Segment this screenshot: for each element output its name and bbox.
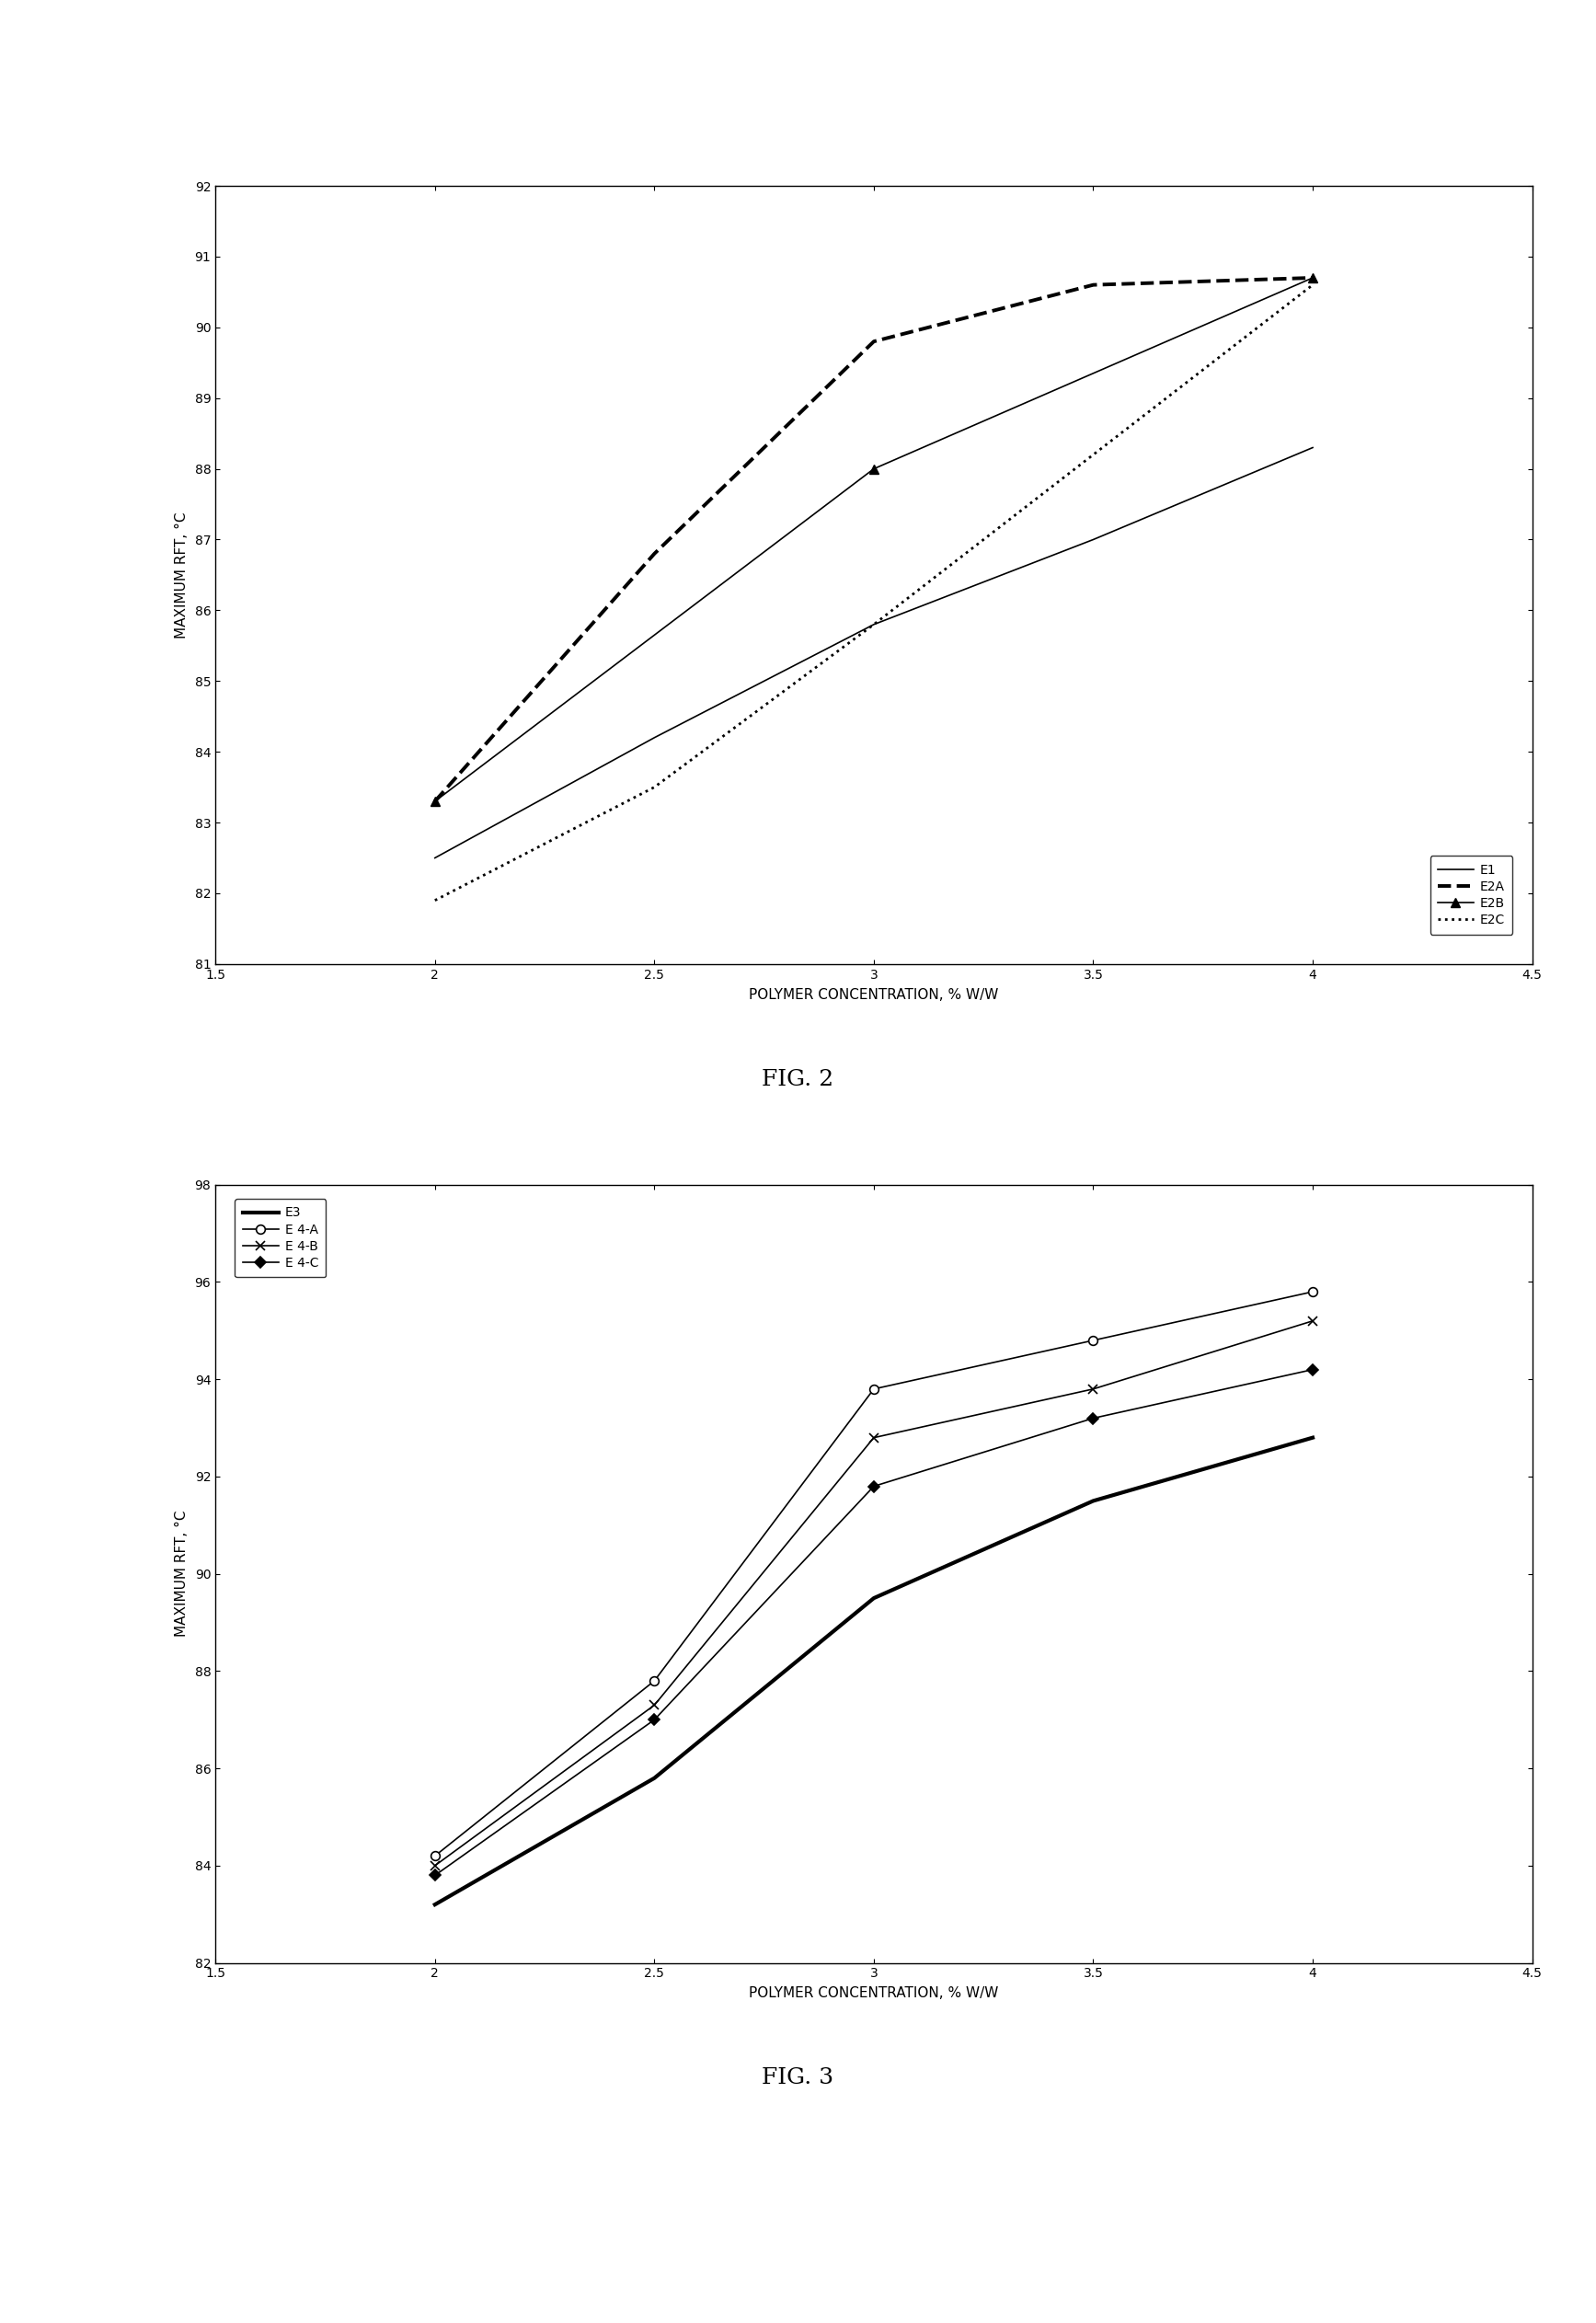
E2C <box>1302 272 1321 300</box>
Y-axis label: MAXIMUM RFT, °C: MAXIMUM RFT, °C <box>174 511 188 639</box>
E3 <box>1302 1424 1321 1452</box>
E2C <box>645 774 664 801</box>
E 4-C <box>1084 1403 1103 1431</box>
E 4-C <box>425 1861 444 1889</box>
Line: E1: E1 <box>434 448 1312 857</box>
E3 <box>1084 1487 1103 1515</box>
E1 <box>1084 525 1103 553</box>
E2C <box>425 887 444 915</box>
E 4-B <box>865 1424 884 1452</box>
E 4-C <box>865 1473 884 1501</box>
E2A <box>865 328 884 355</box>
Line: E3: E3 <box>434 1438 1312 1905</box>
E2C <box>865 611 884 639</box>
E 4-C <box>1302 1357 1321 1385</box>
E1 <box>425 843 444 871</box>
E2B <box>1302 265 1321 293</box>
Line: E 4-B: E 4-B <box>431 1317 1317 1870</box>
Line: E2B: E2B <box>431 274 1317 806</box>
E1 <box>1302 434 1321 462</box>
E2A <box>645 539 664 567</box>
X-axis label: POLYMER CONCENTRATION, % W/W: POLYMER CONCENTRATION, % W/W <box>749 1986 999 2000</box>
E2C <box>1084 441 1103 469</box>
E3 <box>865 1584 884 1612</box>
E 4-A <box>645 1668 664 1696</box>
E 4-B <box>1302 1308 1321 1336</box>
E2A <box>1302 265 1321 293</box>
E 4-B <box>1084 1375 1103 1403</box>
E3 <box>645 1763 664 1791</box>
Text: FIG. 3: FIG. 3 <box>761 2067 835 2088</box>
Legend: E1, E2A, E2B, E2C: E1, E2A, E2B, E2C <box>1430 855 1513 934</box>
E2B <box>425 787 444 815</box>
Line: E 4-C: E 4-C <box>431 1366 1317 1879</box>
Line: E 4-A: E 4-A <box>431 1287 1317 1861</box>
E2B <box>865 455 884 483</box>
E2A <box>425 787 444 815</box>
E 4-A <box>865 1375 884 1403</box>
E 4-A <box>1302 1278 1321 1306</box>
E2A <box>1084 272 1103 300</box>
E 4-C <box>645 1705 664 1733</box>
E 4-A <box>425 1842 444 1870</box>
X-axis label: POLYMER CONCENTRATION, % W/W: POLYMER CONCENTRATION, % W/W <box>749 987 999 1001</box>
E1 <box>645 725 664 753</box>
E 4-B <box>645 1691 664 1719</box>
E 4-B <box>425 1851 444 1879</box>
E1 <box>865 611 884 639</box>
Line: E2A: E2A <box>434 279 1312 801</box>
Y-axis label: MAXIMUM RFT, °C: MAXIMUM RFT, °C <box>174 1510 188 1638</box>
Legend: E3, E 4-A, E 4-B, E 4-C: E3, E 4-A, E 4-B, E 4-C <box>235 1199 326 1278</box>
E 4-A <box>1084 1326 1103 1354</box>
E3 <box>425 1891 444 1919</box>
Text: FIG. 2: FIG. 2 <box>761 1069 835 1089</box>
Line: E2C: E2C <box>434 286 1312 901</box>
